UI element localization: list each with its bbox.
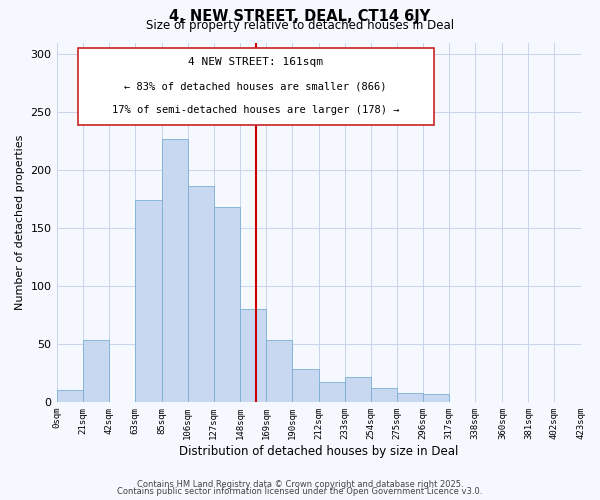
Bar [371,388,397,402]
Bar [240,309,266,402]
Text: ← 83% of detached houses are smaller (866): ← 83% of detached houses are smaller (86… [124,81,387,91]
Bar [319,382,345,402]
Y-axis label: Number of detached properties: Number of detached properties [15,134,25,310]
Bar [188,186,214,402]
Bar [83,340,109,402]
FancyBboxPatch shape [77,48,434,125]
Bar [292,370,319,402]
Bar [214,207,240,402]
Text: 4 NEW STREET: 161sqm: 4 NEW STREET: 161sqm [188,57,323,67]
Bar [423,394,449,402]
Text: Contains HM Land Registry data © Crown copyright and database right 2025.: Contains HM Land Registry data © Crown c… [137,480,463,489]
Bar [162,138,188,402]
Text: Contains public sector information licensed under the Open Government Licence v3: Contains public sector information licen… [118,487,482,496]
X-axis label: Distribution of detached houses by size in Deal: Distribution of detached houses by size … [179,444,458,458]
Bar [134,200,162,402]
Bar [397,392,423,402]
Bar [56,390,83,402]
Text: 17% of semi-detached houses are larger (178) →: 17% of semi-detached houses are larger (… [112,105,400,115]
Bar [345,378,371,402]
Text: 4, NEW STREET, DEAL, CT14 6JY: 4, NEW STREET, DEAL, CT14 6JY [169,9,431,24]
Text: Size of property relative to detached houses in Deal: Size of property relative to detached ho… [146,19,454,32]
Bar [266,340,292,402]
